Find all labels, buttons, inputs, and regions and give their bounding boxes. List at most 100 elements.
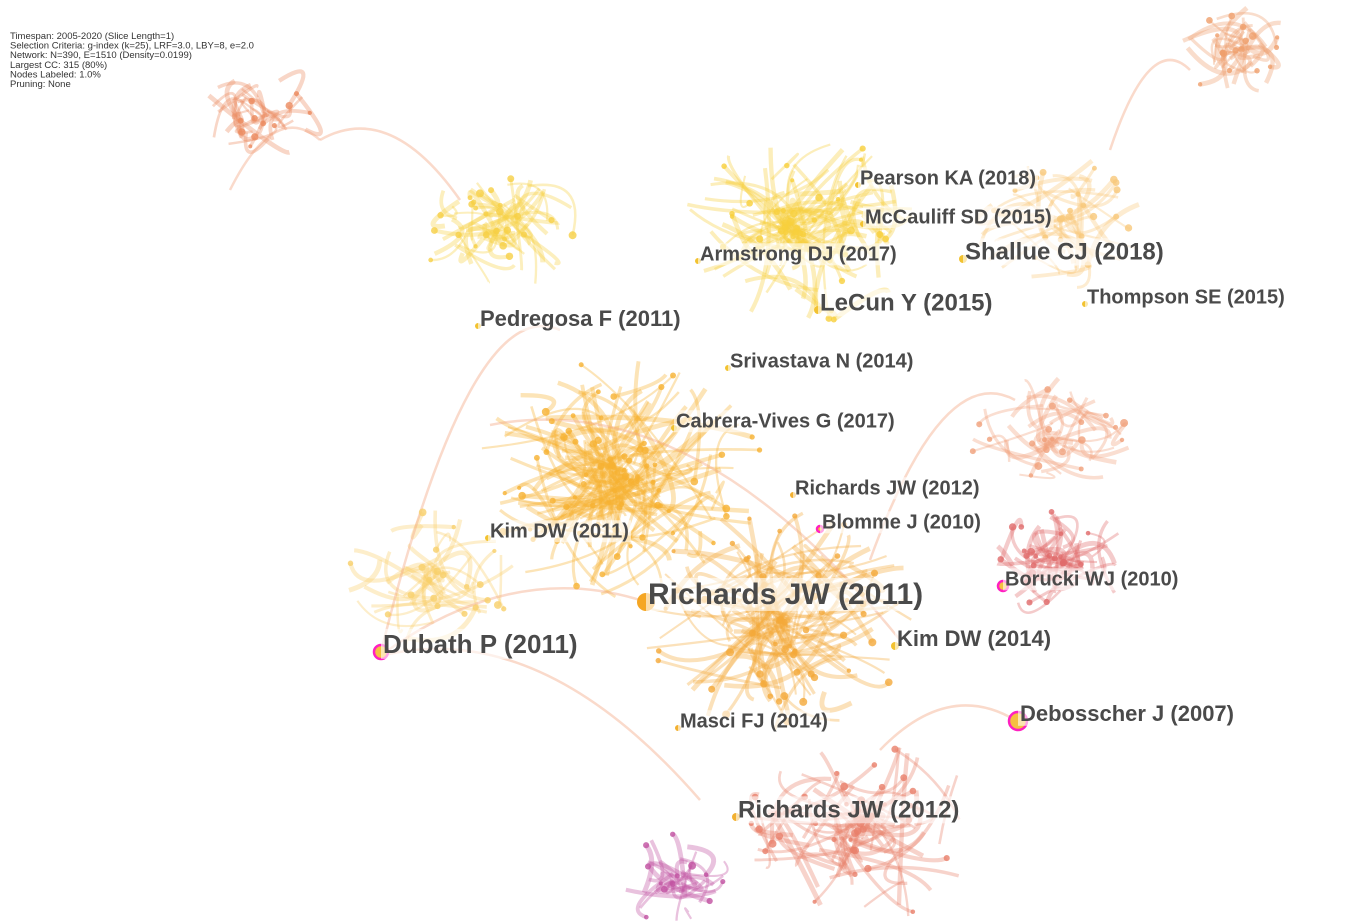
node (502, 236, 508, 242)
node (690, 477, 699, 486)
node (748, 629, 756, 637)
edge (803, 639, 891, 689)
edge (402, 562, 435, 598)
edge (687, 844, 717, 877)
edge (848, 836, 948, 863)
node (463, 583, 470, 590)
label-background (858, 167, 1038, 190)
edge (710, 181, 796, 215)
edge (1237, 48, 1261, 61)
edge (241, 87, 286, 130)
node (799, 230, 807, 238)
node (461, 610, 468, 617)
node (1048, 509, 1055, 515)
edge (799, 848, 850, 867)
node (451, 524, 456, 530)
node (384, 611, 392, 618)
edge (457, 234, 490, 284)
node (799, 697, 808, 706)
node (1051, 555, 1058, 562)
edge (250, 109, 280, 126)
node (482, 231, 490, 239)
label-background (736, 796, 962, 824)
edge (458, 233, 489, 264)
node (773, 641, 778, 647)
edge (458, 230, 498, 254)
node (847, 226, 855, 235)
node (1206, 16, 1213, 24)
node (1112, 424, 1119, 430)
edge (1223, 49, 1248, 75)
edge (690, 608, 795, 670)
edge (782, 621, 850, 672)
edge (1087, 532, 1106, 558)
node (669, 881, 676, 887)
edge (646, 611, 884, 650)
edge (800, 633, 846, 663)
edge (754, 832, 882, 862)
edge (565, 455, 628, 475)
edge (996, 556, 1058, 567)
node (850, 846, 858, 854)
edge (1242, 21, 1271, 62)
node (1045, 426, 1053, 433)
edge (1044, 436, 1093, 462)
edge (515, 183, 549, 236)
edge (634, 485, 703, 508)
edge (1108, 58, 1191, 151)
node (784, 162, 790, 169)
node (891, 745, 899, 753)
edge (789, 197, 806, 227)
node (251, 133, 259, 141)
edge (1257, 42, 1281, 70)
node (293, 91, 299, 97)
node (976, 421, 983, 428)
node (1018, 524, 1025, 530)
edge (777, 213, 799, 237)
node (598, 415, 604, 421)
edge (1214, 30, 1246, 69)
edge (490, 211, 560, 230)
node (541, 407, 550, 416)
node (792, 513, 798, 519)
edge (770, 152, 799, 181)
edge (211, 91, 238, 120)
edge (467, 221, 496, 248)
edge (433, 190, 546, 237)
edge (499, 464, 604, 505)
edge (234, 118, 260, 134)
node (900, 774, 908, 782)
node (838, 277, 846, 285)
node (878, 783, 886, 791)
edge (996, 544, 1015, 567)
edge (688, 863, 724, 890)
edge (667, 886, 691, 894)
node (720, 878, 726, 885)
edge (1062, 213, 1118, 235)
node (1043, 598, 1050, 606)
node (548, 216, 555, 224)
edge (612, 487, 715, 545)
node (1078, 466, 1084, 472)
edge (1227, 52, 1243, 72)
edge (782, 621, 858, 679)
node (671, 549, 676, 554)
edge (522, 233, 561, 266)
edge (613, 373, 668, 399)
node (834, 770, 840, 776)
node (726, 648, 735, 657)
edge (863, 880, 905, 908)
label-background (1003, 568, 1181, 591)
node (1026, 599, 1033, 606)
edge (724, 624, 829, 689)
node (493, 601, 502, 609)
node (787, 643, 793, 649)
label-background (646, 577, 926, 611)
edge (752, 207, 816, 222)
node (706, 897, 713, 905)
edge (1012, 193, 1079, 249)
node (583, 472, 589, 477)
edge (513, 193, 553, 222)
edge (602, 499, 703, 576)
edge (1010, 387, 1049, 418)
